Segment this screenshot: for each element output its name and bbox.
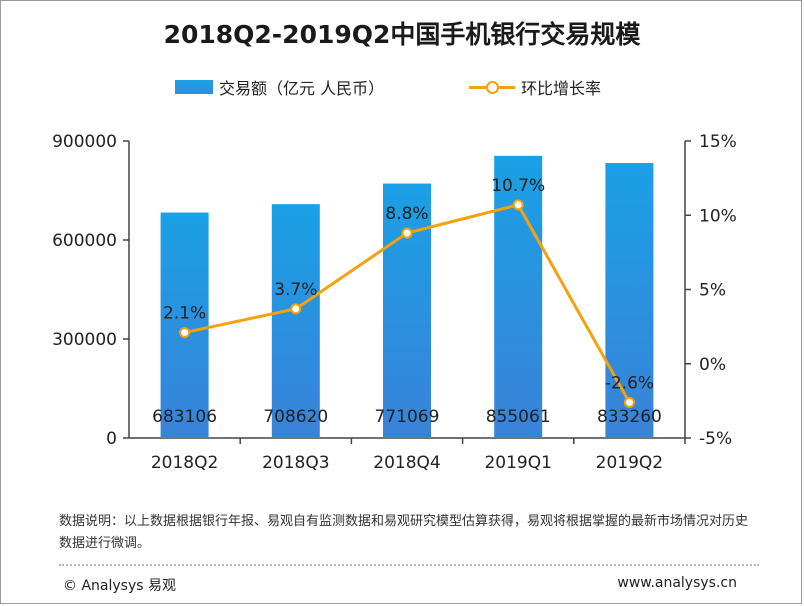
bar [271, 204, 320, 438]
right-tick-label: 0% [699, 355, 726, 375]
legend: 交易额（亿元 人民币） 环比增长率 [1, 75, 803, 101]
left-tick-label: 0 [106, 429, 117, 449]
legend-bar-label: 交易额（亿元 人民币） [219, 79, 385, 98]
growth-rate-point [401, 227, 413, 239]
x-category-label: 2019Q2 [596, 453, 663, 473]
chart-title: 2018Q2-2019Q2中国手机银行交易规模 [163, 20, 641, 49]
x-category-label: 2018Q2 [151, 453, 218, 473]
bar [605, 163, 654, 438]
growth-rate-point [512, 199, 524, 211]
bar-value-label: 855061 [486, 407, 551, 427]
bar [160, 212, 209, 438]
growth-rate-label: -2.6% [605, 373, 654, 393]
x-category-label: 2018Q3 [262, 453, 329, 473]
right-tick-label: 15% [699, 132, 737, 152]
growth-rate-point [623, 396, 635, 408]
bar-value-label: 833260 [597, 407, 662, 427]
legend-item-line: 环比增长率 [469, 75, 601, 99]
left-tick-label: 600000 [52, 231, 117, 251]
legend-line-swatch [469, 80, 515, 94]
right-tick-label: 10% [699, 206, 737, 226]
right-tick-label: 5% [699, 281, 726, 301]
x-category-label: 2019Q1 [484, 453, 551, 473]
growth-rate-point [290, 303, 302, 315]
legend-line-label: 环比增长率 [521, 79, 602, 98]
growth-rate-label: 10.7% [491, 176, 545, 196]
legend-item-bar: 交易额（亿元 人民币） [175, 75, 384, 99]
divider [59, 564, 759, 566]
bar [383, 183, 431, 438]
combo-chart: 0 300000 600000 900000 -5% 0% 5% 10% 15% 2018Q2 68… [52, 132, 737, 473]
x-category-label: 2018Q4 [373, 453, 440, 473]
growth-rate-label: 3.7% [274, 280, 317, 300]
bar [494, 155, 543, 438]
footer-website: www.analysys.cn [617, 575, 737, 591]
growth-rate-label: 8.8% [385, 204, 428, 224]
growth-rate-point [179, 327, 191, 339]
right-tick-label: -5% [699, 429, 732, 449]
left-tick-label: 900000 [52, 132, 117, 152]
bar-value-label: 708620 [263, 407, 328, 427]
legend-bar-swatch [175, 80, 213, 94]
data-note: 数据说明：以上数据根据银行年报、易观自有监测数据和易观研究模型估算获得，易观将根… [59, 514, 749, 551]
bar-value-label: 683106 [152, 407, 217, 427]
bar-value-label: 771069 [375, 407, 440, 427]
left-tick-label: 300000 [52, 330, 117, 350]
growth-rate-label: 2.1% [163, 304, 206, 324]
footer-copyright: © Analysys 易观 [63, 578, 176, 594]
